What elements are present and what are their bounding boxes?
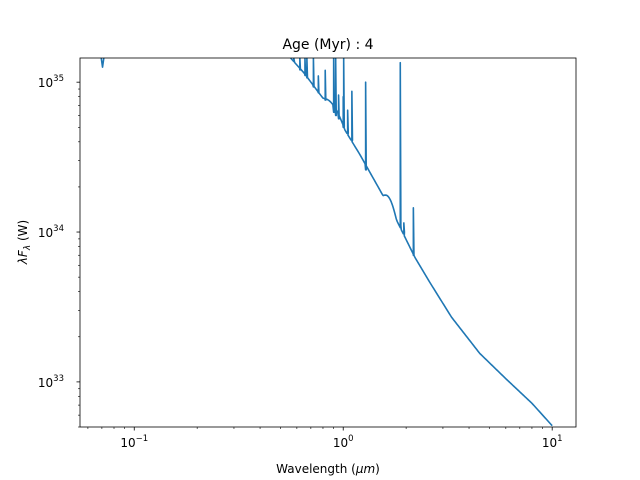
x-tick-label: 10−1 <box>120 434 148 450</box>
x-tick-label: 101 <box>542 434 563 450</box>
chart-title: Age (Myr) : 4 <box>282 37 373 53</box>
x-tick-label: 100 <box>333 434 354 450</box>
y-tick-label: 1035 <box>38 74 64 90</box>
y-tick-label: 1033 <box>38 374 64 390</box>
y-axis-label: λFλ (W) <box>16 220 33 265</box>
spectrum-line <box>100 58 553 427</box>
y-tick-label: 1034 <box>38 224 64 240</box>
minor-ticks <box>78 88 543 429</box>
major-ticks: 10−1 100 101 1033 1034 1035 <box>38 74 563 450</box>
x-axis-label: Wavelength (μm) <box>276 462 380 476</box>
plot-frame <box>79 57 577 428</box>
